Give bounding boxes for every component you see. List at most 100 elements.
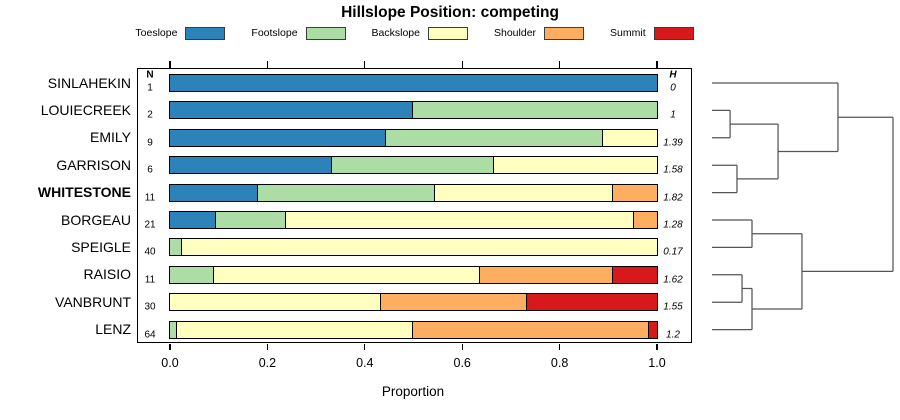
bar-segment-summit: [526, 294, 657, 311]
bar-segment-toeslope: [169, 129, 387, 146]
legend-item-footslope: Footslope: [251, 26, 346, 40]
bar-segment-toeslope: [169, 212, 217, 228]
stacked-bar: [168, 238, 659, 257]
legend: Toeslope Footslope Backslope Shoulder Summit: [135, 25, 694, 41]
bar-segment-backslope: [214, 266, 480, 283]
n-value: 11: [144, 192, 156, 204]
n-value: 2: [147, 109, 153, 121]
bar-segment-footslope: [169, 239, 182, 256]
stacked-bar: [168, 320, 659, 339]
stacked-bar: [168, 265, 659, 284]
legend-swatch-backslope: [428, 26, 468, 40]
h-value: 1.62: [663, 274, 683, 286]
h-value: 1.2: [666, 329, 680, 341]
n-value: 21: [144, 219, 156, 231]
h-value: 0.17: [663, 246, 683, 258]
bar-segment-toeslope: [169, 102, 414, 119]
x-tick: [364, 343, 366, 351]
legend-label: Shoulder: [494, 27, 537, 39]
n-value: 40: [144, 246, 156, 258]
h-column-header: H: [669, 69, 677, 81]
x-tick-label: 0.2: [258, 356, 277, 370]
legend-item-backslope: Backslope: [371, 26, 468, 40]
stacked-bar: [168, 293, 659, 312]
n-value: 64: [144, 329, 156, 341]
x-tick: [461, 343, 463, 351]
bar-segment-footslope: [386, 129, 603, 146]
row-label-vanbrunt: VANBRUNT: [55, 293, 131, 310]
bar-segment-shoulder: [380, 294, 527, 311]
x-tick: [266, 343, 268, 351]
h-value: 1.82: [663, 192, 683, 204]
row-label-garrison: GARRISON: [56, 156, 131, 173]
h-value: 1: [670, 109, 676, 121]
row-label-speigle: SPEIGLE: [71, 238, 131, 255]
x-tick: [656, 61, 658, 68]
n-value: 11: [144, 274, 156, 286]
legend-swatch-footslope: [305, 26, 346, 40]
row-label-borgeau: BORGEAU: [60, 211, 131, 228]
row-label-louiecreek: LOUIECREEK: [40, 101, 131, 118]
x-tick: [656, 343, 658, 351]
x-tick: [266, 61, 268, 68]
legend-item-summit: Summit: [610, 26, 694, 40]
bar-segment-backslope: [435, 184, 613, 201]
legend-swatch-shoulder: [544, 26, 585, 40]
n-value: 30: [144, 301, 156, 313]
x-axis-title: Proportion: [381, 384, 445, 399]
bar-segment-toeslope: [169, 75, 657, 91]
bar-segment-summit: [649, 321, 657, 338]
x-tick: [169, 343, 171, 351]
row-label-lenz: LENZ: [95, 321, 131, 338]
x-tick: [364, 61, 366, 68]
bar-segment-shoulder: [633, 212, 657, 228]
chart-title: Hillslope Position: competing: [341, 4, 559, 21]
bar-segment-footslope: [258, 184, 436, 201]
stacked-bar: [168, 156, 659, 175]
x-tick: [169, 61, 171, 68]
n-value: 6: [147, 164, 153, 176]
bar-segment-backslope: [169, 294, 381, 311]
bar-segment-backslope: [602, 129, 657, 146]
row-label-raisio: RAISIO: [83, 266, 131, 283]
stacked-bar: [168, 101, 659, 120]
row-label-emily: EMILY: [90, 129, 131, 146]
bar-segment-backslope: [177, 321, 414, 338]
legend-swatch-summit: [653, 26, 694, 40]
x-tick-label: 0.8: [550, 356, 569, 370]
n-value: 9: [147, 137, 153, 149]
bar-segment-footslope: [169, 321, 178, 338]
bar-segment-shoulder: [413, 321, 650, 338]
legend-label: Toeslope: [135, 27, 178, 39]
h-value: 0: [670, 82, 676, 94]
bar-segment-shoulder: [479, 266, 613, 283]
bar-segment-footslope: [169, 266, 215, 283]
row-label-sinlahekin: SINLAHEKIN: [47, 74, 131, 91]
stacked-bar: [168, 183, 659, 202]
row-label-whitestone: WHITESTONE: [37, 184, 131, 201]
bar-segment-toeslope: [169, 157, 333, 174]
stacked-bar: [168, 74, 659, 92]
n-value: 1: [147, 82, 153, 94]
x-tick-label: 0.0: [161, 356, 179, 370]
legend-label: Footslope: [251, 27, 298, 39]
legend-label: Backslope: [371, 27, 420, 39]
legend-item-toeslope: Toeslope: [135, 26, 226, 40]
x-tick-label: 1.0: [648, 356, 666, 370]
x-tick-label: 0.6: [453, 356, 471, 370]
legend-swatch-toeslope: [185, 26, 226, 40]
legend-item-shoulder: Shoulder: [494, 26, 585, 40]
h-value: 1.39: [663, 137, 683, 149]
x-tick: [559, 343, 561, 351]
stacked-bar: [168, 128, 659, 147]
n-column-header: N: [146, 69, 154, 81]
bar-segment-backslope: [494, 157, 657, 174]
bar-segment-shoulder: [612, 184, 657, 201]
x-tick: [559, 61, 561, 68]
h-value: 1.55: [663, 301, 683, 313]
x-tick: [461, 61, 463, 68]
bar-segment-toeslope: [169, 184, 259, 201]
legend-label: Summit: [610, 27, 646, 39]
